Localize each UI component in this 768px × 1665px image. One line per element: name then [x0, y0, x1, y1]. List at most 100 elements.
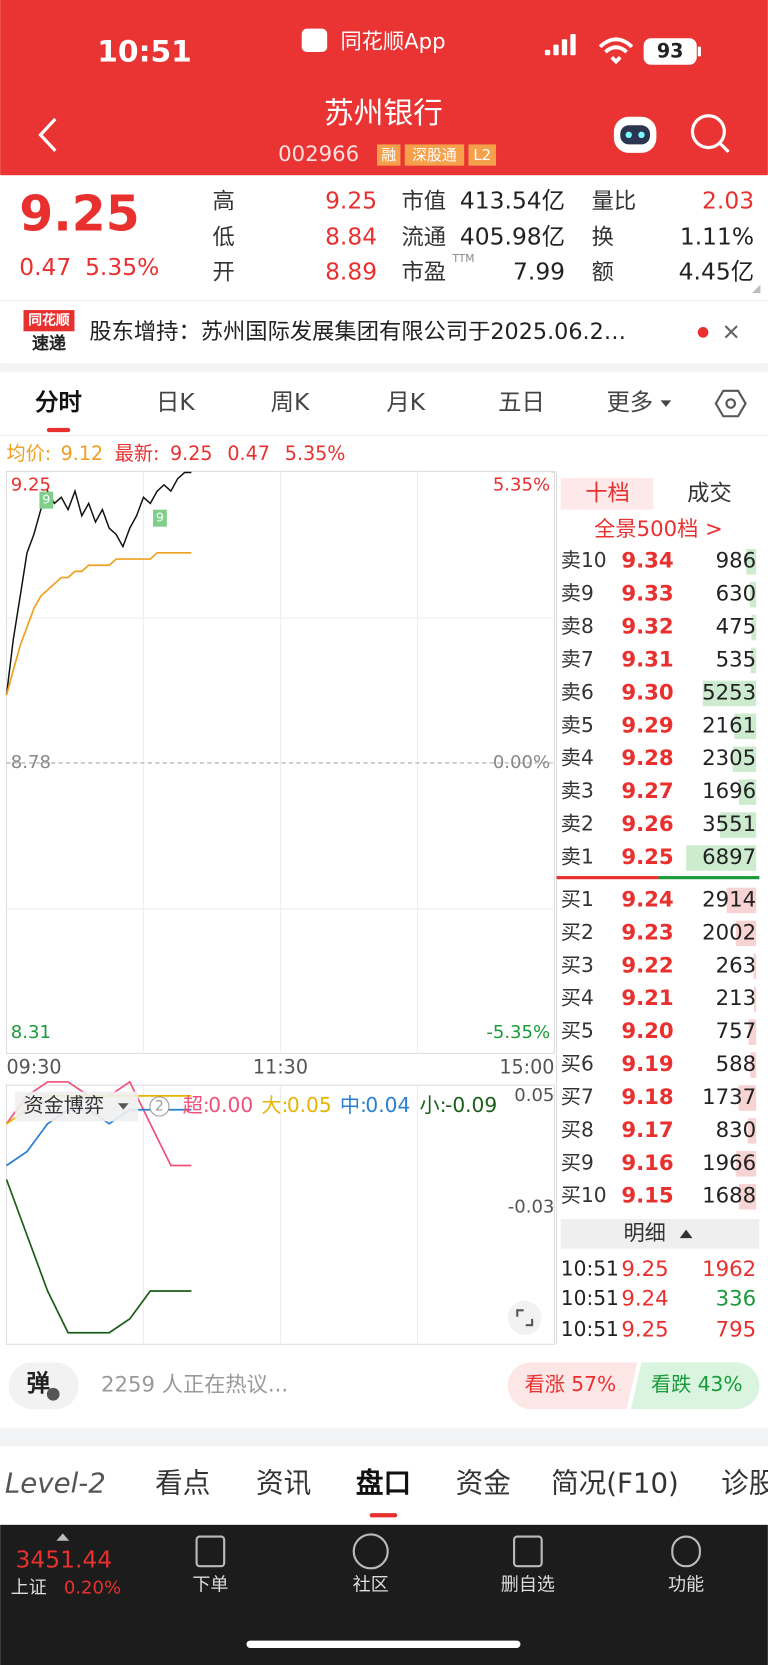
trade-time: 10:51: [561, 1286, 619, 1310]
book-tab[interactable]: 成交: [687, 480, 732, 506]
trade-time: 10:51: [561, 1256, 619, 1280]
level-volume: 630: [716, 582, 757, 607]
bottom-tab[interactable]: 盘口: [356, 1466, 411, 1499]
volume-bar: [750, 647, 757, 674]
tag: L2: [473, 146, 491, 164]
battery: [643, 38, 697, 65]
trade-price: 9.25: [621, 1318, 668, 1343]
volume-bar: [720, 812, 757, 838]
nav-label[interactable]: 功能: [668, 1574, 704, 1595]
bottom-tab[interactable]: Level-2: [5, 1466, 106, 1499]
fund-legend-name: 小:: [420, 1093, 447, 1117]
change: 0.47: [19, 253, 71, 281]
search-icon[interactable]: [690, 114, 726, 150]
level-price: 9.17: [621, 1118, 673, 1143]
danmu-badge: [46, 1387, 60, 1401]
fund-help: [149, 1096, 170, 1117]
y-tick-label: 0.05: [514, 1085, 554, 1106]
tab[interactable]: 更多: [606, 388, 653, 416]
nav-label[interactable]: 删自选: [501, 1574, 555, 1595]
signal-bar: [570, 33, 576, 56]
level-volume: 2161: [702, 713, 756, 738]
volume-bar: [739, 1183, 757, 1210]
marker: 9: [42, 493, 50, 508]
news-badge: [23, 310, 75, 332]
level-price: 9.24: [621, 887, 673, 912]
news-badge-top: 同花顺: [28, 312, 70, 329]
stat-label: 高: [213, 188, 235, 214]
nav-icon[interactable]: [671, 1535, 701, 1568]
avg-label: 均价:: [7, 442, 52, 465]
volume-bar: [753, 953, 757, 980]
level-label: 卖10: [561, 548, 607, 572]
volume-bar: [738, 1085, 757, 1111]
bottom-tab[interactable]: 资讯: [256, 1466, 311, 1499]
danmu-btn[interactable]: [8, 1362, 79, 1410]
news-close[interactable]: [724, 325, 738, 339]
level-volume: 535: [716, 647, 757, 672]
robot-eye: [638, 131, 645, 139]
nav-label[interactable]: 社区: [353, 1574, 389, 1595]
tab-underline: [46, 427, 71, 433]
bull-pill[interactable]: [507, 1362, 638, 1410]
level-label: 买9: [561, 1150, 594, 1174]
stat-value: 413.54亿: [460, 186, 565, 214]
fund-legend-name: 中:: [340, 1093, 367, 1117]
bottom-tab[interactable]: 诊股: [721, 1466, 768, 1499]
bottom-tab-underline: [369, 1513, 398, 1518]
marker-bg: [39, 491, 54, 509]
expand-btn[interactable]: [507, 1300, 542, 1335]
level-price: 9.29: [621, 713, 673, 738]
level-price: 9.34: [621, 549, 673, 574]
book-tab[interactable]: 十档: [585, 480, 630, 506]
nav-icon[interactable]: [513, 1535, 543, 1568]
app-name: 同花顺App: [340, 29, 445, 54]
book-link[interactable]: 全景500档 >: [594, 517, 723, 542]
stat-value: 9.25: [325, 186, 377, 214]
bottom-tab[interactable]: 资金: [456, 1466, 511, 1499]
level-label: 买6: [561, 1052, 594, 1076]
level-label: 卖2: [561, 812, 594, 836]
level-volume: 588: [716, 1052, 757, 1077]
tab[interactable]: 月K: [386, 388, 425, 416]
bear-label: 看跌 43%: [651, 1372, 743, 1396]
bottom-tab[interactable]: 看点: [155, 1466, 210, 1499]
news-text[interactable]: 股东增持：苏州国际发展集团有限公司于2025.06.2…: [89, 319, 626, 345]
index-pct: 0.20%: [64, 1578, 121, 1599]
level-volume: 213: [716, 986, 757, 1011]
level-volume: 1737: [702, 1085, 756, 1110]
change-pct: 5.35%: [85, 253, 159, 281]
trade-price: 9.25: [621, 1257, 668, 1282]
tab[interactable]: 五日: [498, 388, 545, 416]
bottom-tab[interactable]: 简况(F10): [551, 1466, 679, 1499]
battery-tip: [697, 46, 701, 57]
tab[interactable]: 分时: [35, 388, 82, 416]
intraday-line: [5, 471, 192, 696]
nav-icon[interactable]: [195, 1535, 226, 1568]
detail-title: 明细: [623, 1221, 665, 1246]
level-price: 9.15: [621, 1184, 673, 1209]
fund-legend-name: 大:: [261, 1093, 288, 1117]
fund-line: [5, 1179, 192, 1334]
robot-face: [620, 125, 650, 145]
bear-pill[interactable]: [630, 1362, 760, 1410]
time-label: 15:00: [499, 1056, 554, 1079]
level-volume: 830: [716, 1118, 757, 1143]
level-label: 买7: [561, 1084, 594, 1108]
discuss-text[interactable]: 2259 人正在热议...: [101, 1373, 288, 1398]
nav-label[interactable]: 下单: [192, 1574, 228, 1595]
stat-label: 市值: [402, 188, 447, 214]
tab[interactable]: 周K: [271, 388, 310, 416]
tab[interactable]: 日K: [156, 388, 195, 416]
y2-tick-label: 0.00%: [493, 752, 550, 773]
y-tick-label: 8.78: [11, 752, 51, 773]
detail-bg[interactable]: [560, 1219, 760, 1249]
tag-bg: [377, 144, 401, 166]
app-icon: [301, 28, 328, 53]
back-button[interactable]: [38, 117, 57, 152]
settings-icon[interactable]: [714, 389, 747, 418]
volume-bar: [726, 887, 757, 914]
nav-icon[interactable]: [352, 1533, 389, 1570]
fund-title-bg[interactable]: [15, 1091, 139, 1122]
level-price: 9.26: [621, 812, 673, 837]
